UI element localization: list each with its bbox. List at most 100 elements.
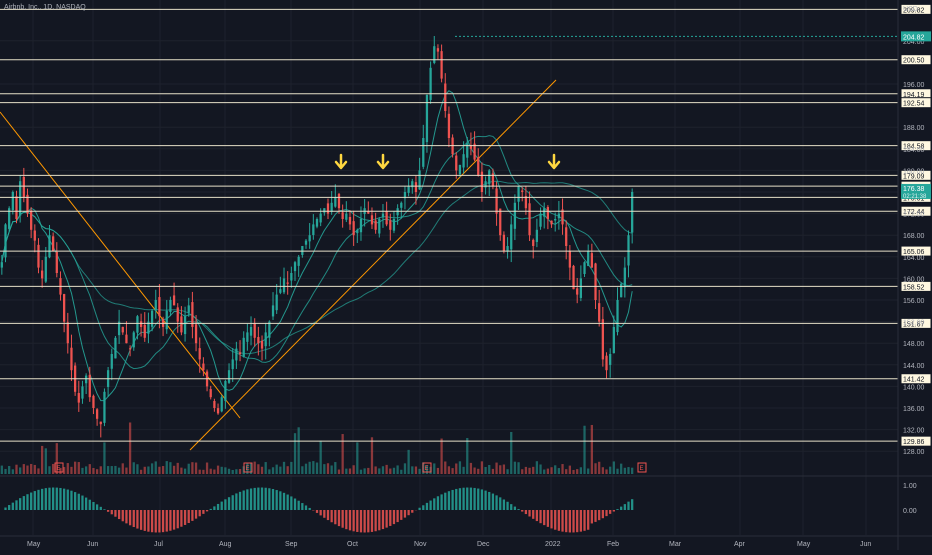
candle-body [521,191,523,192]
candle-body [598,303,600,321]
candle-body [550,221,552,225]
volume-bar [312,461,314,474]
time-tick-label: Jul [154,541,163,548]
candle-body [437,48,439,51]
volume-bar [492,469,494,474]
candle-body [89,375,91,397]
candle-body [525,196,527,208]
volume-bar [81,468,83,474]
candle-body [374,220,376,229]
volume-bar [180,468,182,474]
candle-body [243,338,245,357]
oscillator-bar [631,499,633,510]
oscillator-bar [587,510,589,530]
oscillator-bar [558,510,560,531]
oscillator-bar [367,510,369,532]
time-tick-label: 2022 [545,541,561,548]
volume-bar [602,467,604,474]
volume-bar [353,465,355,474]
volume-bar [385,465,387,474]
oscillator-bar [602,510,604,518]
volume-bar [550,467,552,474]
volume-bar [554,465,556,474]
price-tick-label: 140.00 [903,384,925,391]
symbol-title: Airbnb, Inc., 1D, NASDAQ [4,4,86,11]
volume-bar [620,464,622,474]
volume-bar [499,465,501,474]
oscillator-bar [627,502,629,510]
volume-bar [459,461,461,474]
time-tick-label: Nov [414,541,427,548]
volume-bar [103,442,105,474]
volume-bar [287,466,289,474]
level-label: 158.52 [903,284,925,291]
oscillator-bar [576,510,578,532]
level-label: 141.42 [903,377,925,384]
price-tick-label: 184.00 [903,147,925,154]
candle-body [528,203,530,235]
candle-body [331,203,333,212]
oscillator-bar [459,488,461,510]
candle-body [631,192,633,233]
oscillator-bar [605,510,607,516]
candle-body [184,316,186,334]
oscillator-bar [327,510,329,520]
oscillator-bar [59,488,61,510]
volume-bar [4,469,6,474]
volume-bar [580,467,582,474]
oscillator-bar [177,510,179,528]
candle-body [616,300,618,332]
oscillator-bar [265,488,267,510]
oscillator-bar [521,510,523,512]
volume-bar [444,461,446,474]
oscillator-bar [620,507,622,510]
candle-body [56,252,58,273]
volume-bar [265,462,267,474]
oscillator-bar [136,510,138,529]
oscillator-bar [232,495,234,510]
volume-bar [356,442,358,474]
volume-bar [433,463,435,474]
oscillator-bar [466,488,468,510]
volume-bar [528,468,530,474]
volume-bar [389,469,391,474]
volume-bar [605,469,607,474]
oscillator-bar [52,488,54,510]
volume-bar [466,438,468,474]
candle-body [532,240,534,246]
volume-bar [594,463,596,474]
candle-body [37,245,39,268]
candle-body [320,214,322,223]
oscillator-bar [598,510,600,520]
candle-body [294,262,296,271]
oscillator-bar [92,502,94,510]
volume-bar [111,466,113,474]
price-tick-label: 148.00 [903,341,925,348]
volume-bar [254,462,256,474]
volume-bar [572,470,574,474]
volume-bar [462,467,464,474]
volume-bar [517,462,519,474]
candle-body [224,381,226,401]
candle-body [199,348,201,359]
oscillator-bar [12,503,14,510]
oscillator-bar [166,510,168,532]
candle-body [415,182,417,192]
candle-body [78,393,80,403]
price-tick-label: 188.00 [903,125,925,132]
volume-bar [437,468,439,474]
volume-bar [345,469,347,474]
volume-bar [536,461,538,474]
oscillator-bar [477,489,479,510]
oscillator-bar [301,503,303,510]
volume-bar [257,464,259,474]
candle-body [334,197,336,206]
volume-bar [404,463,406,474]
oscillator-bar [140,510,142,530]
oscillator-bar [224,499,226,510]
candle-body [265,332,267,346]
candle-body [52,236,54,251]
candle-body [627,235,629,265]
